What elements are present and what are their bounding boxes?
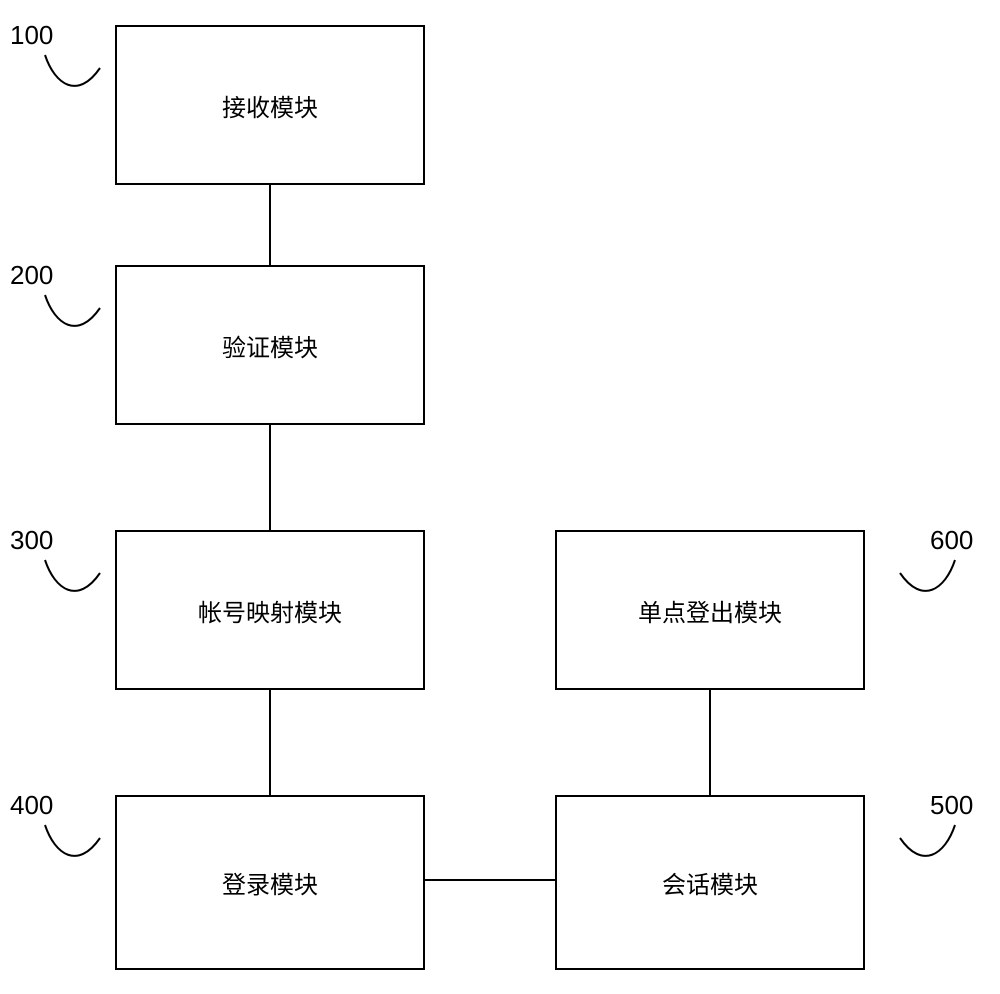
ref-label-400: 400 [10, 790, 53, 821]
ref-label-100: 100 [10, 20, 53, 51]
node-label: 接收模块 [222, 88, 318, 123]
node-label: 单点登出模块 [638, 593, 782, 628]
node-label: 会话模块 [662, 865, 758, 900]
ref-label-600: 600 [930, 525, 973, 556]
node-verify-module: 验证模块 [115, 265, 425, 425]
ref-label-200: 200 [10, 260, 53, 291]
node-single-logout-module: 单点登出模块 [555, 530, 865, 690]
node-receive-module: 接收模块 [115, 25, 425, 185]
node-label: 验证模块 [222, 328, 318, 363]
ref-label-500: 500 [930, 790, 973, 821]
node-session-module: 会话模块 [555, 795, 865, 970]
diagram-canvas: 接收模块 100 验证模块 200 帐号映射模块 300 登录模块 400 会话… [0, 0, 1000, 994]
node-label: 帐号映射模块 [198, 593, 342, 628]
node-label: 登录模块 [222, 865, 318, 900]
node-login-module: 登录模块 [115, 795, 425, 970]
node-account-mapping-module: 帐号映射模块 [115, 530, 425, 690]
ref-label-300: 300 [10, 525, 53, 556]
